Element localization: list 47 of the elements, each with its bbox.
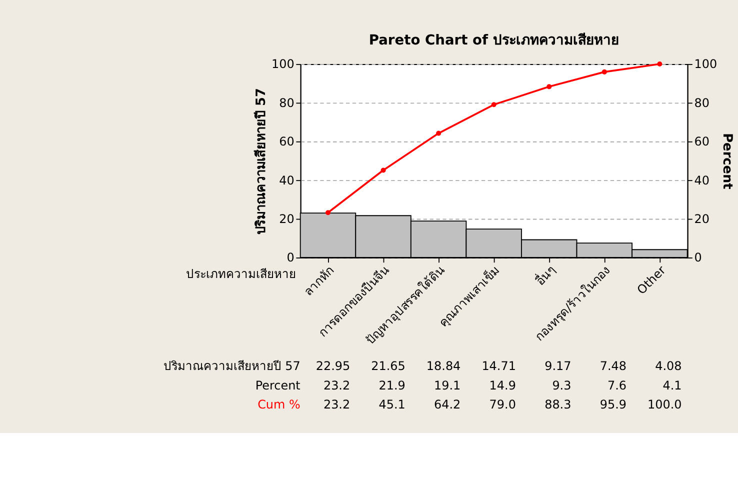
y-tick-label: 100 [272,57,294,72]
point [602,69,607,74]
data-label: 23.2 [323,398,350,412]
y2-tick-label: 80 [694,96,710,110]
text: 7.6 [607,378,627,392]
text: 21.9 [378,378,406,392]
point [380,168,386,173]
data-label: 7.48 [600,358,627,373]
data-label: 100.0 [648,398,682,412]
data-label: 95.9 [600,398,627,412]
text: 9.3 [552,378,572,392]
data-label: 14.71 [482,358,516,373]
y-tick-label: 0 [286,250,294,265]
data-label: 9.17 [544,358,572,373]
point [491,102,496,108]
y2-tick-label: 100 [694,57,718,72]
point [657,62,662,67]
data-label: 21.65 [371,358,406,373]
y2-tick-label: 40 [694,173,710,188]
y-tick-label: 40 [279,173,294,188]
chart-title: Pareto Chart of ประเภทความเสียหาย [368,32,619,49]
y2-tick-label: 20 [694,212,710,226]
y2-tick-label: 0 [694,250,702,265]
data-label: 64.2 [434,398,461,412]
text: Cum % [258,398,300,412]
y2-axis-title: Percent [720,133,735,190]
point [325,210,331,216]
x-axis-title: ประเภทความเสียหาย [186,266,296,281]
point [436,130,442,136]
y-axis-title: ปริมาณความเสียหายปี 57 [254,88,270,234]
data-label: 22.95 [316,358,350,373]
y2-tick-label: 60 [694,134,710,149]
text: 23.2 [323,378,350,392]
text: 4.1 [662,378,682,392]
data-label: 45.1 [378,398,406,412]
y-tick-label: 60 [279,134,294,149]
data-label: 4.08 [655,358,682,373]
y-tick-label: 20 [279,212,294,226]
text: 14.9 [489,378,516,392]
data-label: 88.3 [544,398,572,412]
point [546,84,552,90]
text: Percent [255,378,301,392]
y-tick-label: 80 [279,96,294,110]
text: ปริมาณความเสียหายปี 57 [163,358,300,373]
data-label: 79.0 [489,398,516,412]
text: 19.1 [434,378,461,392]
data-label: 18.84 [426,358,461,373]
